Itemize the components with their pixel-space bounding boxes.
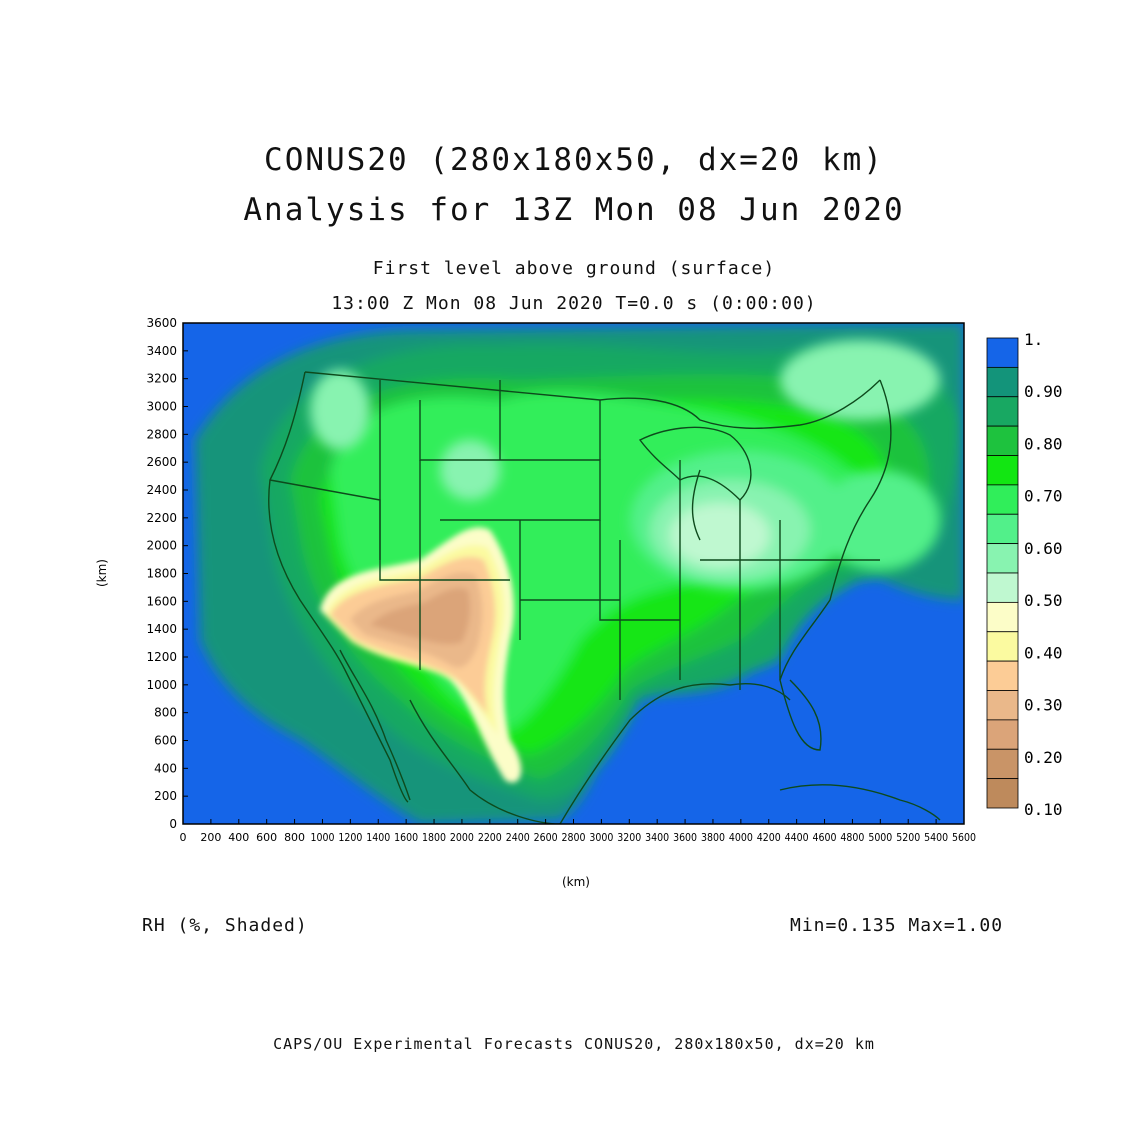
x-tick-label: 1600 xyxy=(394,831,418,844)
x-tick-label: 5200 xyxy=(896,831,920,844)
colorbar-label: 0.40 xyxy=(1024,643,1063,662)
colorbar-box xyxy=(986,690,1019,721)
colorbar-label: 0.70 xyxy=(1024,487,1063,506)
y-tick-label: 1200 xyxy=(146,650,177,664)
colorbar-label: 0.60 xyxy=(1024,539,1063,558)
y-tick-label: 400 xyxy=(154,761,177,775)
colorbar-box xyxy=(986,631,1019,662)
x-tick-label: 400 xyxy=(228,831,249,844)
y-tick-label: 2200 xyxy=(146,511,177,525)
plot-title-line2: Analysis for 13Z Mon 08 Jun 2020 xyxy=(243,192,905,228)
x-tick-label: 4400 xyxy=(785,831,809,844)
x-tick-label: 1400 xyxy=(366,831,390,844)
colorbar-boxes xyxy=(986,337,1019,809)
y-tick-label: 2000 xyxy=(146,539,177,553)
colorbar-label: 1. xyxy=(1024,330,1043,349)
x-tick-label: 2200 xyxy=(478,831,502,844)
colorbar-box xyxy=(986,543,1019,574)
x-tick-label: 3800 xyxy=(701,831,725,844)
field-label: RH (%, Shaded) xyxy=(142,915,308,936)
x-axis-ticks: 0 200 400 600 800 1000 1200 1400 1600 1800 2000 220… xyxy=(180,819,976,844)
x-tick-label: 4600 xyxy=(813,831,837,844)
colorbar-box xyxy=(986,513,1019,545)
state-boundaries xyxy=(268,371,941,824)
x-tick-label: 1200 xyxy=(338,831,362,844)
x-tick-label: 4800 xyxy=(840,831,864,844)
colorbar-label: 0.50 xyxy=(1024,591,1063,610)
colorbar-box xyxy=(986,455,1019,486)
x-tick-label: 600 xyxy=(256,831,277,844)
colorbar-box xyxy=(986,484,1019,515)
y-tick-label: 1600 xyxy=(146,594,177,608)
x-tick-label: 2800 xyxy=(562,831,586,844)
colorbar-box xyxy=(986,748,1019,780)
colorbar-box xyxy=(986,337,1019,368)
colorbar-label: 0.20 xyxy=(1024,748,1063,767)
x-tick-label: 4000 xyxy=(729,831,753,844)
colorbar-box xyxy=(986,778,1019,809)
colorbar-box xyxy=(986,425,1019,456)
colorbar-box xyxy=(986,366,1019,398)
plot-subtitle-line1: First level above ground (surface) xyxy=(372,258,776,279)
x-tick-label: 800 xyxy=(284,831,305,844)
x-tick-label: 3400 xyxy=(645,831,669,844)
x-tick-label: 2400 xyxy=(506,831,530,844)
y-tick-label: 2600 xyxy=(146,455,177,469)
y-tick-label: 1000 xyxy=(146,678,177,692)
x-tick-label: 3200 xyxy=(617,831,641,844)
x-tick-label: 2600 xyxy=(534,831,558,844)
x-tick-label: 0 xyxy=(180,831,187,844)
y-tick-label: 2800 xyxy=(146,427,177,441)
x-tick-label: 5600 xyxy=(952,831,976,844)
y-tick-label: 1400 xyxy=(146,622,177,636)
x-axis-label: (km) xyxy=(562,875,590,889)
x-tick-label: 3000 xyxy=(589,831,613,844)
y-tick-label: 2400 xyxy=(146,483,177,497)
colorbar-box xyxy=(986,396,1019,427)
x-tick-label: 1000 xyxy=(310,831,334,844)
y-tick-label: 200 xyxy=(154,789,177,803)
colorbar-box xyxy=(986,572,1019,603)
colorbar-labels: 1. 0.90 0.80 0.70 0.60 0.50 0.40 0.30 0.20 0.10 xyxy=(1024,330,1063,819)
colorbar-label: 0.10 xyxy=(1024,800,1063,819)
footer-credit: CAPS/OU Experimental Forecasts CONUS20, … xyxy=(273,1035,875,1053)
x-tick-label: 5400 xyxy=(924,831,948,844)
y-tick-label: 3000 xyxy=(146,400,177,414)
colorbar-label: 0.30 xyxy=(1024,696,1063,715)
y-tick-label: 1800 xyxy=(146,567,177,581)
x-tick-label: 2000 xyxy=(450,831,474,844)
plot-subtitle-line2: 13:00 Z Mon 08 Jun 2020 T=0.0 s (0:00:00… xyxy=(331,293,817,314)
y-tick-label: 0 xyxy=(169,817,177,831)
plot-title-line1: CONUS20 (280x180x50, dx=20 km) xyxy=(264,142,884,178)
x-tick-label: 4200 xyxy=(757,831,781,844)
x-tick-label: 200 xyxy=(200,831,221,844)
rh-shaded-field xyxy=(183,323,964,824)
y-tick-label: 3600 xyxy=(146,316,177,330)
colorbar-box xyxy=(986,660,1019,691)
x-tick-label: 5000 xyxy=(868,831,892,844)
y-axis-label: (km) xyxy=(95,559,109,587)
y-tick-label: 3400 xyxy=(146,344,177,358)
y-tick-label: 600 xyxy=(154,734,177,748)
y-tick-label: 3200 xyxy=(146,372,177,386)
colorbar-box xyxy=(986,719,1019,750)
y-axis-ticks: 0 200 400 600 800 1000 1200 1400 1600 1800 2000 220… xyxy=(146,316,188,831)
min-max-label: Min=0.135 Max=1.00 xyxy=(790,915,1004,936)
colorbar-label: 0.90 xyxy=(1024,382,1063,401)
x-tick-label: 1800 xyxy=(422,831,446,844)
colorbar-box xyxy=(986,601,1019,633)
y-tick-label: 800 xyxy=(154,706,177,720)
colorbar-label: 0.80 xyxy=(1024,434,1063,453)
x-tick-label: 3600 xyxy=(673,831,697,844)
